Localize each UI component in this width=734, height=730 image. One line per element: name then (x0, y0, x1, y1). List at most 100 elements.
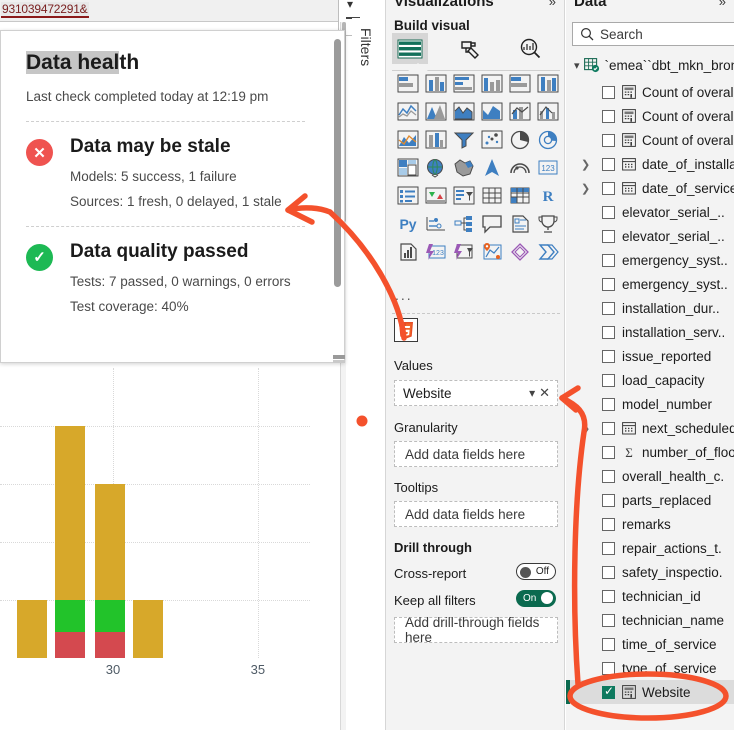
field-checkbox[interactable] (602, 277, 615, 291)
line-stacked-column-icon[interactable] (481, 102, 503, 124)
more-visuals-button[interactable]: ... (395, 287, 413, 303)
chart-bar[interactable] (16, 600, 47, 658)
stacked-bar-chart-icon[interactable] (397, 74, 419, 96)
chart-bar-segment[interactable] (95, 600, 126, 632)
field-row[interactable]: technician_name (566, 608, 734, 632)
card-icon[interactable]: 123 (537, 158, 559, 180)
html-content-visual-button[interactable] (394, 318, 418, 342)
arcgis-maps-icon[interactable] (481, 242, 503, 264)
stacked-bar-chart[interactable]: 30 35 (0, 368, 338, 688)
field-checkbox[interactable] (602, 373, 615, 387)
clustered-column-chart-icon[interactable] (481, 74, 503, 96)
power-apps-icon[interactable]: 123 (425, 242, 447, 264)
chart-plot-area[interactable] (0, 368, 310, 658)
decomposition-tree-icon[interactable] (453, 214, 475, 236)
field-checkbox[interactable] (602, 469, 615, 483)
field-checkbox[interactable] (602, 565, 615, 579)
chevron-down-icon[interactable]: ▾ (574, 60, 580, 72)
filters-pane-tab[interactable]: Filters (352, 18, 382, 128)
field-row[interactable]: emergency_syst.. (566, 248, 734, 272)
funnel-chart-icon[interactable] (425, 130, 447, 152)
close-icon[interactable]: ✕ (539, 385, 550, 400)
field-checkbox[interactable] (602, 301, 615, 315)
field-row[interactable]: installation_serv.. (566, 320, 734, 344)
values-field-chip[interactable]: Website (403, 385, 452, 401)
format-visual-tab[interactable] (452, 33, 488, 64)
field-checkbox[interactable] (602, 421, 615, 435)
map-icon[interactable] (425, 158, 447, 180)
chart-bar[interactable] (95, 484, 126, 658)
field-row[interactable]: Website (566, 680, 734, 704)
python-visual-icon[interactable]: Py (397, 214, 419, 236)
table-node-root[interactable]: ▾ `emea``dbt_mkn_bron. (574, 58, 734, 73)
field-checkbox[interactable] (602, 541, 615, 555)
field-checkbox[interactable] (602, 493, 615, 507)
chevron-double-right-icon[interactable]: » (548, 0, 556, 9)
field-row[interactable]: ❯ next_scheduled.. (566, 416, 734, 440)
azure-map-icon[interactable] (481, 158, 503, 180)
paginated-report-icon[interactable] (397, 242, 419, 264)
field-row[interactable]: elevator_serial_.. (566, 224, 734, 248)
visual-type-gallery[interactable]: 123 R Py 123 (392, 70, 560, 313)
drill-through-well[interactable]: Add drill-through fields here (394, 615, 558, 645)
chart-bar-segment[interactable] (54, 426, 85, 600)
field-row[interactable]: safety_inspectio. (566, 560, 734, 584)
field-row[interactable]: issue_reported (566, 344, 734, 368)
search-field[interactable]: Search (572, 22, 734, 46)
field-checkbox[interactable] (602, 181, 615, 195)
chart-bar-segment[interactable] (132, 600, 163, 658)
field-row[interactable]: model_number (566, 392, 734, 416)
field-checkbox[interactable] (602, 109, 615, 123)
chart-bar-segment[interactable] (95, 484, 126, 600)
field-checkbox[interactable] (602, 445, 615, 459)
field-row[interactable]: Count of overal.. (566, 128, 734, 152)
kpi-icon[interactable] (425, 186, 447, 208)
chevron-down-icon[interactable]: ▾ (529, 386, 536, 400)
chevron-right-icon[interactable]: ❯ (581, 158, 591, 171)
stacked-column-chart-icon[interactable] (425, 74, 447, 96)
field-checkbox[interactable] (602, 229, 615, 243)
r-script-visual-icon[interactable]: R (537, 186, 559, 208)
field-row[interactable]: type_of_service (566, 656, 734, 680)
field-row[interactable]: elevator_serial_.. (566, 200, 734, 224)
zebra-bi-icon[interactable] (537, 242, 559, 264)
field-row[interactable]: repair_actions_t. (566, 536, 734, 560)
cross-report-toggle[interactable]: Off (516, 563, 556, 580)
analytics-tab[interactable] (512, 33, 548, 64)
clustered-bar-chart-icon[interactable] (453, 74, 475, 96)
field-checkbox[interactable] (602, 85, 615, 99)
chevron-right-icon[interactable]: ❯ (581, 182, 591, 195)
field-row[interactable]: installation_dur.. (566, 296, 734, 320)
field-checkbox[interactable] (602, 397, 615, 411)
field-checkbox[interactable] (602, 157, 615, 171)
field-row[interactable]: remarks (566, 512, 734, 536)
field-row[interactable]: Count of overal.. (566, 80, 734, 104)
field-checkbox[interactable] (602, 517, 615, 531)
table-icon[interactable] (481, 186, 503, 208)
field-checkbox[interactable] (602, 253, 615, 267)
key-influencers-icon[interactable] (425, 214, 447, 236)
field-checkbox[interactable] (602, 684, 615, 699)
ribbon-chart-icon[interactable] (537, 102, 559, 124)
field-checkbox[interactable] (602, 589, 615, 603)
chart-bar-segment[interactable] (16, 600, 47, 658)
card-scrollbar[interactable] (334, 39, 341, 355)
field-row[interactable]: load_capacity (566, 368, 734, 392)
field-row[interactable]: ❯ date_of_installa.. (566, 152, 734, 176)
chevron-double-right-icon[interactable]: » (718, 0, 726, 9)
scatter-chart-icon[interactable] (481, 130, 503, 152)
chart-bar[interactable] (54, 426, 85, 658)
chart-bar[interactable] (132, 600, 163, 658)
field-row[interactable]: parts_replaced (566, 488, 734, 512)
field-checkbox[interactable] (602, 637, 615, 651)
granularity-well[interactable]: Add data fields here (394, 441, 558, 467)
100-stacked-column-chart-icon[interactable] (537, 74, 559, 96)
chart-bar-segment[interactable] (54, 631, 85, 658)
arcgis-map-icon[interactable] (509, 158, 531, 180)
field-row[interactable]: ❯ date_of_service (566, 176, 734, 200)
field-checkbox[interactable] (602, 349, 615, 363)
field-checkbox[interactable] (602, 325, 615, 339)
field-row[interactable]: time_of_service (566, 632, 734, 656)
field-row[interactable]: technician_id (566, 584, 734, 608)
